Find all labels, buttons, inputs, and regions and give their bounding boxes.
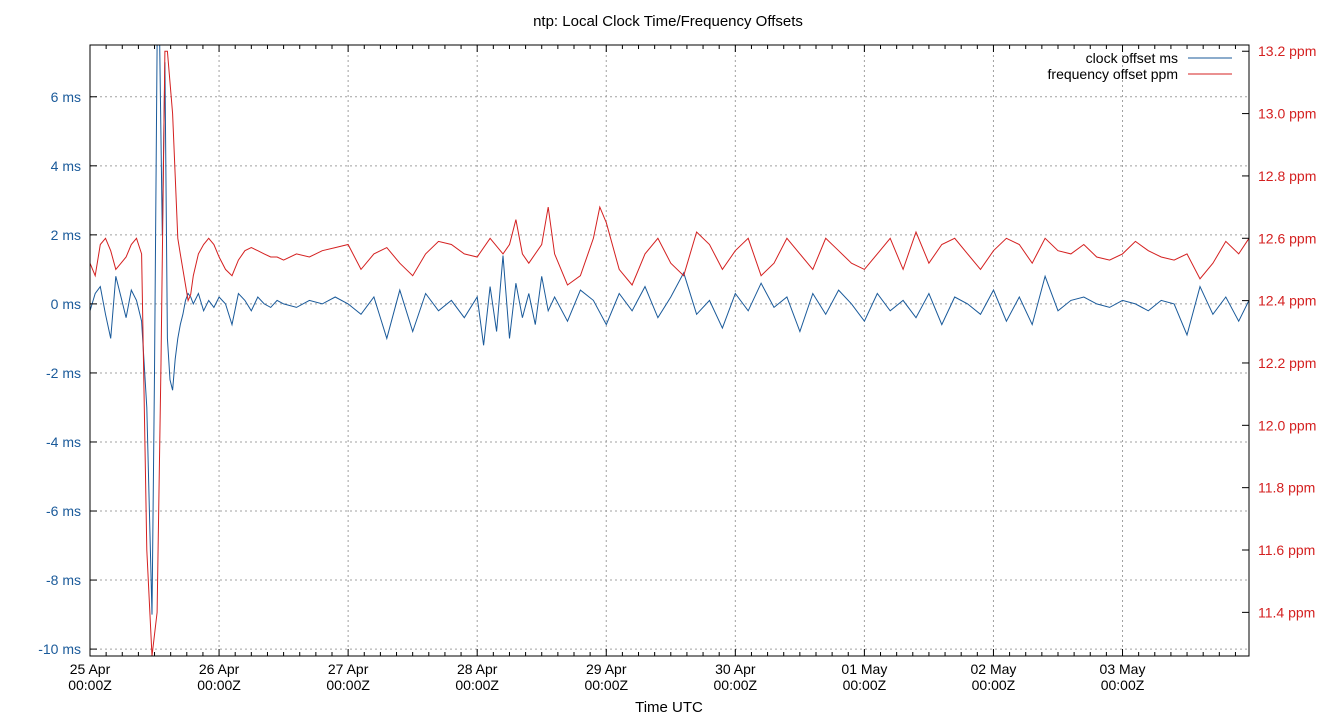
x-tick-label-time: 00:00Z xyxy=(972,677,1016,693)
chart-title: ntp: Local Clock Time/Frequency Offsets xyxy=(533,13,803,30)
x-tick-label-time: 00:00Z xyxy=(326,677,370,693)
x-tick-label-date: 25 Apr xyxy=(70,661,111,677)
right-axis-labels: 11.4 ppm 11.6 ppm 11.8 ppm 12.0 ppm 12.2 ppm… xyxy=(1258,43,1316,620)
x-tick-label-date: 03 May xyxy=(1100,661,1146,677)
x-tick-label-time: 00:00Z xyxy=(584,677,628,693)
left-tick-label: -4 ms xyxy=(46,434,81,450)
left-tick-label: 0 ms xyxy=(51,296,81,312)
x-tick-label-time: 00:00Z xyxy=(68,677,112,693)
series-clock-offset-line xyxy=(90,45,1249,615)
plot-frame xyxy=(89,44,1250,657)
axis-ticks xyxy=(89,45,1249,656)
left-axis-labels: -10 ms -8 ms -6 ms -4 ms -2 ms 0 ms 2 ms 4 ms 6 … xyxy=(38,89,81,657)
left-tick-label: 2 ms xyxy=(51,227,81,243)
legend-label: frequency offset ppm xyxy=(1048,66,1178,82)
x-tick-label-date: 02 May xyxy=(970,661,1016,677)
x-tick-label-date: 26 Apr xyxy=(199,661,240,677)
x-tick-label-time: 00:00Z xyxy=(1101,677,1145,693)
x-tick-label-date: 29 Apr xyxy=(586,661,627,677)
x-tick-label-time: 00:00Z xyxy=(843,677,887,693)
right-tick-label: 11.4 ppm xyxy=(1258,604,1315,620)
series-frequency-offset-line xyxy=(90,50,1249,656)
left-tick-label: 4 ms xyxy=(51,158,81,174)
left-tick-label: -6 ms xyxy=(46,503,81,519)
x-tick-label-date: 28 Apr xyxy=(457,661,498,677)
x-tick-label-date: 27 Apr xyxy=(328,661,369,677)
left-tick-label: 6 ms xyxy=(51,89,81,105)
legend-label: clock offset ms xyxy=(1086,50,1178,66)
x-tick-label-time: 00:00Z xyxy=(455,677,499,693)
x-tick-label-time: 00:00Z xyxy=(714,677,758,693)
left-tick-label: -2 ms xyxy=(46,365,81,381)
right-tick-label: 13.2 ppm xyxy=(1258,43,1316,59)
x-tick-label-time: 00:00Z xyxy=(197,677,241,693)
right-tick-label: 12.4 ppm xyxy=(1258,293,1316,309)
left-tick-label: -8 ms xyxy=(46,572,81,588)
x-tick-label-date: 01 May xyxy=(841,661,887,677)
x-axis-label: Time UTC xyxy=(635,699,703,716)
right-tick-label: 11.8 ppm xyxy=(1258,480,1315,496)
left-tick-label: -10 ms xyxy=(38,641,81,657)
right-tick-label: 13.0 ppm xyxy=(1258,106,1316,122)
x-tick-label-date: 30 Apr xyxy=(715,661,756,677)
right-tick-label: 11.6 ppm xyxy=(1258,542,1315,558)
series-layer xyxy=(90,45,1249,656)
grid xyxy=(90,45,1249,656)
right-tick-label: 12.2 ppm xyxy=(1258,355,1316,371)
right-tick-label: 12.6 ppm xyxy=(1258,230,1316,246)
right-tick-label: 12.0 ppm xyxy=(1258,417,1316,433)
right-tick-label: 12.8 ppm xyxy=(1258,168,1316,184)
